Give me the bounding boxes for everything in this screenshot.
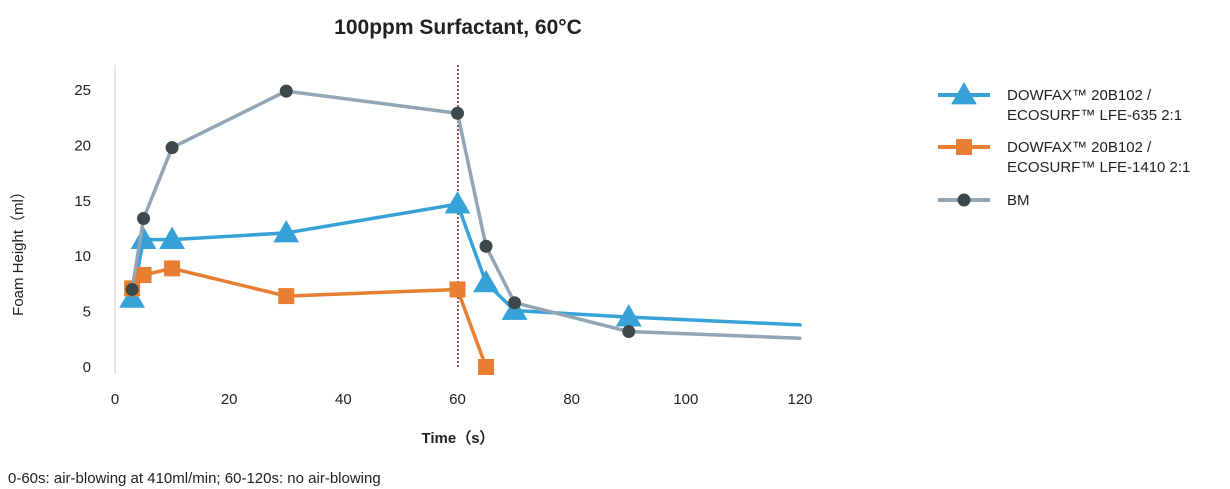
- series-1-point: [130, 226, 157, 249]
- x-tick-label: 60: [449, 391, 466, 408]
- series-2-point: [278, 288, 295, 305]
- series-2-point: [478, 359, 495, 375]
- series-3-point: [508, 296, 522, 310]
- x-axis-label: Time（s）: [421, 429, 494, 447]
- series-1-point: [273, 219, 300, 243]
- series-3-point: [125, 282, 139, 296]
- series-1-line: [130, 202, 802, 327]
- x-tick-label: 20: [221, 391, 238, 408]
- series-1-point: [473, 269, 499, 293]
- legend-entry-1: DOWFAX™ 20B102 / ECOSURF™ LFE-635 2:1: [938, 82, 1182, 124]
- y-tick-label: 5: [83, 304, 91, 321]
- x-tick-label: 100: [673, 391, 698, 408]
- series-3-point: [165, 141, 179, 155]
- legend-swatch-marker: [951, 82, 977, 105]
- legend-swatch-marker: [956, 139, 972, 155]
- series-3-line: [130, 89, 802, 340]
- series-1-point: [615, 304, 642, 327]
- series-1-point: [159, 226, 186, 249]
- legend-label: DOWFAX™ 20B102 /: [1007, 139, 1152, 156]
- legend-entry-2: DOWFAX™ 20B102 / ECOSURF™ LFE-1410 2:1: [938, 139, 1190, 176]
- series-3-point: [451, 106, 464, 120]
- legend: DOWFAX™ 20B102 /ECOSURF™ LFE-635 2:1DOWF…: [938, 82, 1190, 209]
- series-1-point: [444, 191, 471, 214]
- legend-entry-3: BM: [938, 192, 1030, 209]
- legend-label: ECOSURF™ LFE-635 2:1: [1007, 107, 1182, 124]
- x-tick-label: 120: [787, 391, 812, 408]
- series-1: [119, 191, 802, 327]
- x-tick-label: 0: [111, 391, 119, 408]
- series-3-point: [279, 84, 293, 98]
- series-3: [125, 84, 802, 340]
- series-2-point: [164, 260, 181, 277]
- y-tick-label: 20: [74, 137, 91, 154]
- series-2-point: [449, 281, 466, 298]
- x-tick-label: 80: [563, 391, 580, 408]
- y-tick-label: 0: [83, 359, 91, 376]
- series-3-point: [137, 212, 151, 226]
- series-3-point: [479, 239, 493, 253]
- y-axis-label: Foam Height（ml）: [10, 184, 27, 316]
- series-2: [124, 260, 495, 375]
- x-tick-label: 40: [335, 391, 352, 408]
- legend-label: DOWFAX™ 20B102 /: [1007, 87, 1152, 104]
- y-tick-label: 15: [74, 193, 91, 210]
- series-layer: [119, 84, 802, 375]
- tick-label-layer: 0 20 40 60 80 100 120 0 5 10 15 20 25: [74, 82, 812, 408]
- series-2-line: [130, 266, 488, 369]
- series-2-point: [135, 267, 152, 284]
- legend-swatch-marker: [957, 193, 971, 207]
- series-3-point: [622, 325, 636, 339]
- y-tick-label: 10: [74, 248, 91, 265]
- series-1-point: [119, 285, 146, 308]
- chart-title: 100ppm Surfactant, 60°C: [334, 16, 582, 39]
- footnote: 0-60s: air-blowing at 410ml/min; 60-120s…: [8, 470, 381, 487]
- legend-label: BM: [1007, 192, 1030, 209]
- y-tick-label: 25: [74, 82, 91, 99]
- legend-label: ECOSURF™ LFE-1410 2:1: [1007, 159, 1190, 176]
